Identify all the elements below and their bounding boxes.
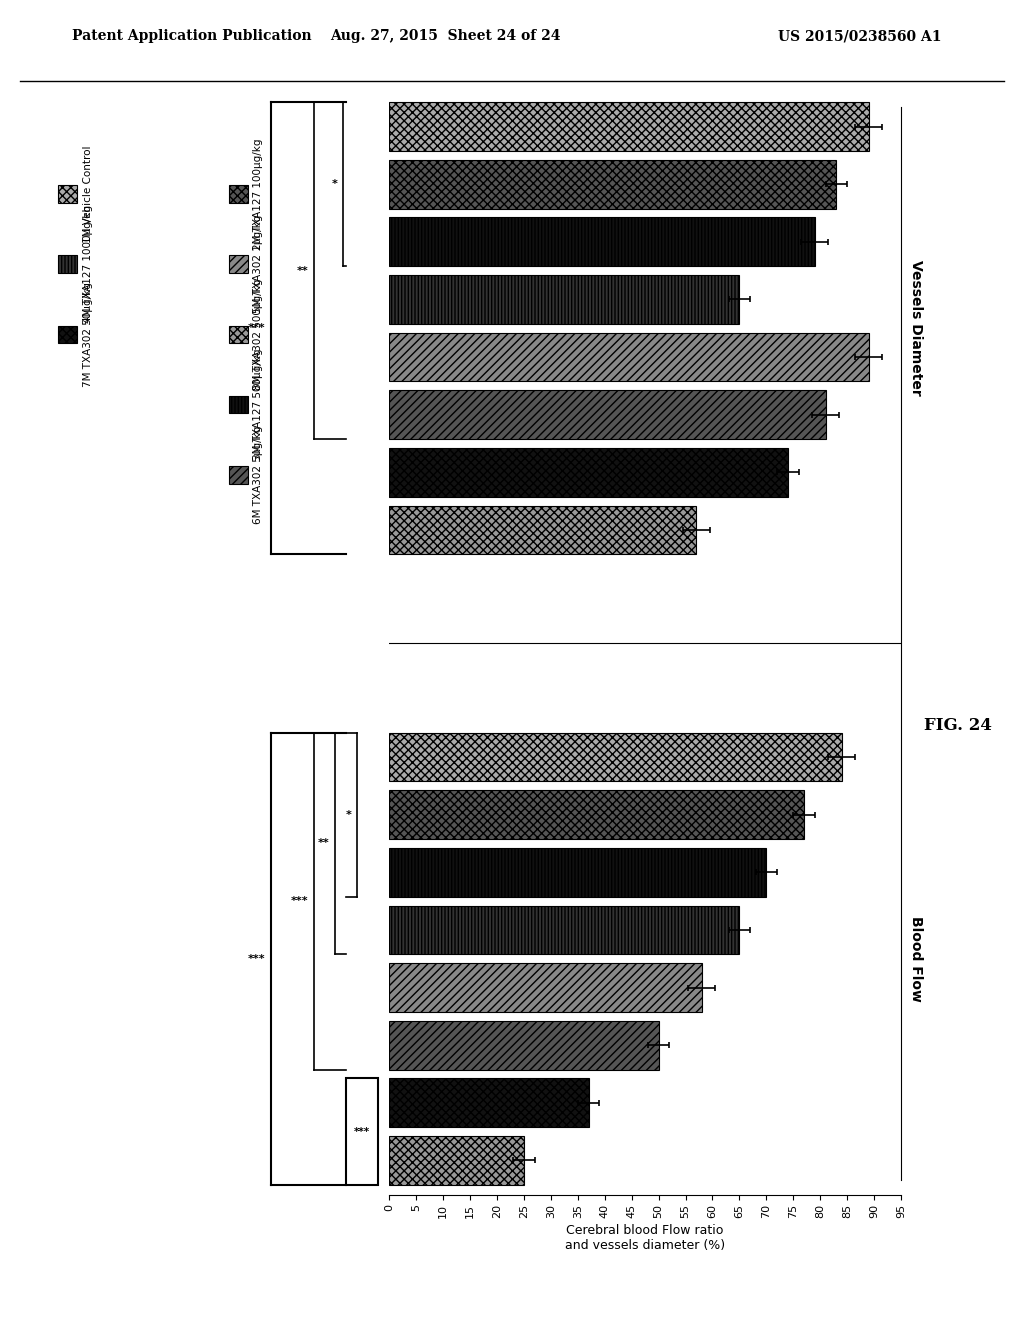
Text: Patent Application Publication: Patent Application Publication — [72, 29, 311, 44]
Text: **: ** — [297, 265, 308, 276]
Text: 7M TXA302 50μg/kg: 7M TXA302 50μg/kg — [83, 282, 93, 387]
Text: 6M TXA302 5μg/kg: 6M TXA302 5μg/kg — [254, 426, 263, 524]
Bar — [58, 256, 78, 273]
Text: ***: *** — [354, 1126, 371, 1137]
X-axis label: Cerebral blood Flow ratio
and vessels diameter (%): Cerebral blood Flow ratio and vessels di… — [565, 1224, 725, 1251]
Text: FIG. 24: FIG. 24 — [924, 718, 991, 734]
Bar — [58, 326, 78, 343]
Text: **: ** — [318, 838, 330, 849]
Text: 3M TXA127 500μg/kg: 3M TXA127 500μg/kg — [254, 348, 263, 461]
Bar — [389, 1137, 524, 1185]
Bar — [389, 102, 868, 150]
Text: 8M TXA302 500μg/kg: 8M TXA302 500μg/kg — [254, 279, 263, 391]
Bar — [389, 218, 815, 267]
Text: *: * — [345, 809, 351, 820]
Bar — [389, 791, 804, 840]
Bar — [389, 333, 868, 381]
Bar — [228, 326, 248, 343]
Bar — [389, 1020, 658, 1069]
Bar — [389, 847, 766, 896]
Text: ***: *** — [291, 896, 308, 906]
Text: Aug. 27, 2015  Sheet 24 of 24: Aug. 27, 2015 Sheet 24 of 24 — [330, 29, 561, 44]
Bar — [228, 396, 248, 413]
Bar — [228, 185, 248, 203]
Text: Vessels Diameter: Vessels Diameter — [909, 260, 924, 396]
Bar — [389, 506, 696, 554]
Bar — [389, 447, 787, 496]
Bar — [58, 185, 78, 203]
Text: 1M Vehicle Control: 1M Vehicle Control — [83, 145, 93, 243]
Text: 5M TXA302 1μg/kg: 5M TXA302 1μg/kg — [254, 215, 263, 313]
Bar — [389, 964, 701, 1012]
Bar — [389, 160, 837, 209]
Text: Blood Flow: Blood Flow — [909, 916, 924, 1002]
Text: 4M TXA127 1000μg/kg: 4M TXA127 1000μg/kg — [83, 206, 93, 323]
Bar — [389, 733, 842, 781]
Text: *: * — [332, 180, 338, 189]
Bar — [389, 1078, 589, 1127]
Bar — [389, 275, 739, 323]
Bar — [389, 391, 825, 440]
Text: ***: *** — [248, 954, 265, 964]
Text: 2M TXA127 100μg/kg: 2M TXA127 100μg/kg — [254, 139, 263, 249]
Bar — [389, 906, 739, 954]
Bar — [228, 256, 248, 273]
Bar — [228, 466, 248, 483]
Text: US 2015/0238560 A1: US 2015/0238560 A1 — [778, 29, 942, 44]
Text: ***: *** — [248, 323, 265, 333]
FancyBboxPatch shape — [346, 1078, 378, 1185]
